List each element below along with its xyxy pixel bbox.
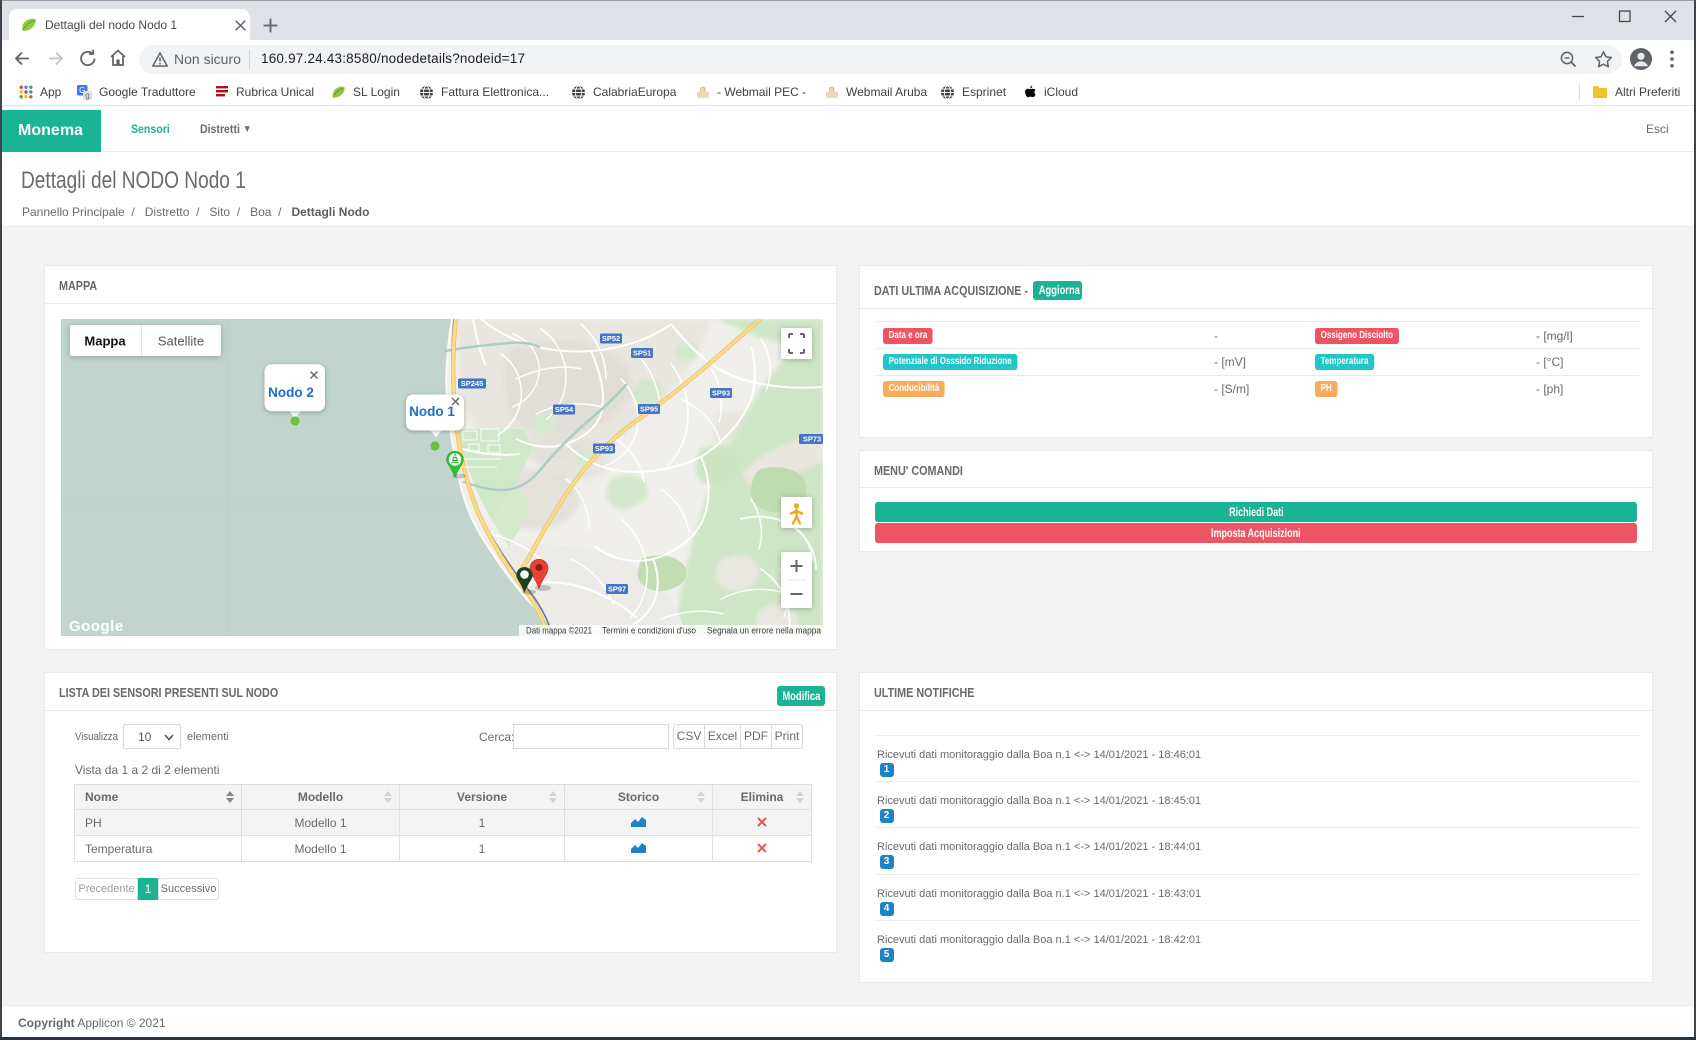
svg-text:Mappa: Mappa [84,334,126,349]
svg-text:Google: Google [69,618,124,635]
svg-text:Termini e condizioni d'uso: Termini e condizioni d'uso [602,626,696,637]
svg-text:SP93: SP93 [712,389,730,398]
svg-text:SP52: SP52 [602,334,620,343]
svg-text:g: g [85,91,89,100]
svg-text:Nodo 1: Nodo 1 [409,404,455,419]
svg-text:Segnala un errore nella mappa: Segnala un errore nella mappa [707,626,822,637]
svg-text:G: G [79,86,85,95]
svg-text:SP93: SP93 [595,444,613,453]
svg-text:SP97: SP97 [608,585,626,594]
svg-text:SP245: SP245 [461,379,484,388]
svg-text:SP54: SP54 [555,405,574,414]
svg-text:Nodo 2: Nodo 2 [268,385,314,400]
svg-text:SP95: SP95 [640,405,658,414]
svg-text:SP51: SP51 [633,349,651,358]
svg-text:SP73: SP73 [803,435,821,444]
svg-text:Satellite: Satellite [158,334,204,349]
svg-text:Dati mappa ©2021: Dati mappa ©2021 [526,626,592,637]
